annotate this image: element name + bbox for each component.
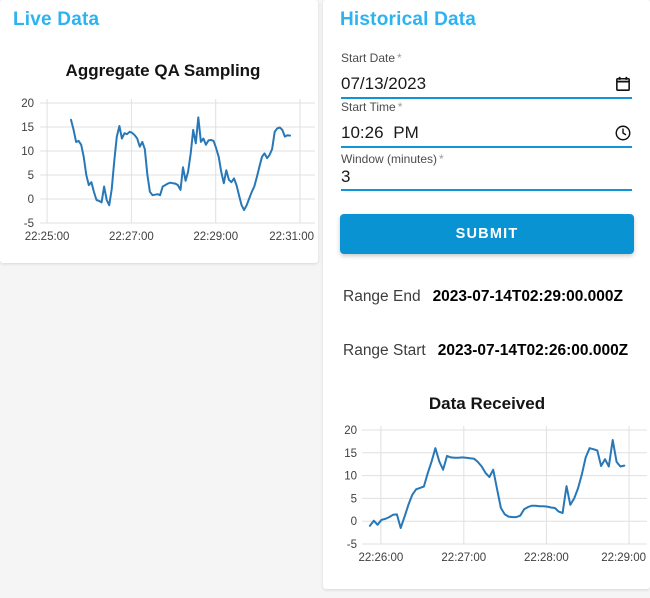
y-tick-label: -5 <box>347 539 357 551</box>
y-tick-label: 10 <box>21 146 34 158</box>
start-date-field[interactable]: Start Date * 07/13/2023 <box>341 52 632 99</box>
y-tick-label: 20 <box>21 98 34 110</box>
y-tick-label: 15 <box>21 122 34 134</box>
x-tick-label: 22:31:00 <box>269 231 314 243</box>
range-start-row: Range Start 2023-07-14T02:26:00.000Z <box>343 341 628 360</box>
window-minutes-value[interactable]: 3 <box>341 167 351 186</box>
x-tick-label: 22:26:00 <box>359 552 404 564</box>
live-chart-canvas: 20 15 10 5 0 -522:25:00 22:27:00 22:29:00 22:31:… <box>21 61 315 243</box>
y-tick-label: 0 <box>28 194 34 206</box>
y-tick-label: 5 <box>351 493 357 505</box>
x-tick-label: 22:27:00 <box>441 552 486 564</box>
window-minutes-field[interactable]: Window (minutes) * 3 <box>341 153 632 191</box>
y-tick-label: 0 <box>351 516 357 528</box>
submit-button[interactable]: SUBMIT <box>340 214 634 254</box>
range-start-value: 2023-07-14T02:26:00.000Z <box>437 342 629 359</box>
start-time-label: Start Time * <box>341 100 403 114</box>
required-marker: * <box>397 51 402 65</box>
historical-data-title: Historical Data <box>340 9 477 30</box>
historical-data-panel: Historical Data Start Date * 07/13/2023 S… <box>323 0 650 589</box>
x-tick-label: 22:28:00 <box>524 552 569 564</box>
y-tick-label: -5 <box>24 218 34 230</box>
start-date-value[interactable]: 07/13/2023 <box>341 74 427 93</box>
x-tick-label: 22:25:00 <box>25 231 70 243</box>
live-data-panel: Live Data 20 15 10 5 0 -5 22:25:00 22:27:00 22:2… <box>0 0 318 263</box>
y-tick-label: 20 <box>344 425 357 437</box>
live-data-title: Live Data <box>13 9 100 30</box>
start-date-label: Start Date * <box>341 51 402 65</box>
window-minutes-label: Window (minutes) * <box>341 152 444 166</box>
x-tick-label: 22:27:00 <box>109 231 154 243</box>
start-time-field[interactable]: Start Time * 10:26 PM <box>341 101 632 148</box>
range-end-label: Range End <box>343 288 421 305</box>
start-time-value[interactable]: 10:26 PM <box>341 123 419 142</box>
chart-title: Aggregate QA Sampling <box>66 61 261 80</box>
range-end-value: 2023-07-14T02:29:00.000Z <box>432 288 623 305</box>
x-tick-label: 22:29:00 <box>193 231 238 243</box>
y-tick-label: 5 <box>28 170 34 182</box>
y-tick-label: 10 <box>344 471 357 483</box>
required-marker: * <box>397 100 403 114</box>
required-marker: * <box>439 152 444 166</box>
historical-chart-canvas: 20 15 10 5 0 -522:26:00 22:27:00 22:28:00 22:29:… <box>344 394 647 564</box>
range-end-row: Range End 2023-07-14T02:29:00.000Z <box>343 287 623 306</box>
chart-title: Data Received <box>429 394 545 413</box>
data-series-line <box>368 439 626 529</box>
clock-icon[interactable] <box>614 124 632 142</box>
data-series-line <box>70 116 291 211</box>
y-tick-label: 15 <box>344 448 357 460</box>
range-start-label: Range Start <box>343 342 426 359</box>
calendar-icon[interactable] <box>614 75 632 93</box>
x-tick-label: 22:29:00 <box>601 552 646 564</box>
